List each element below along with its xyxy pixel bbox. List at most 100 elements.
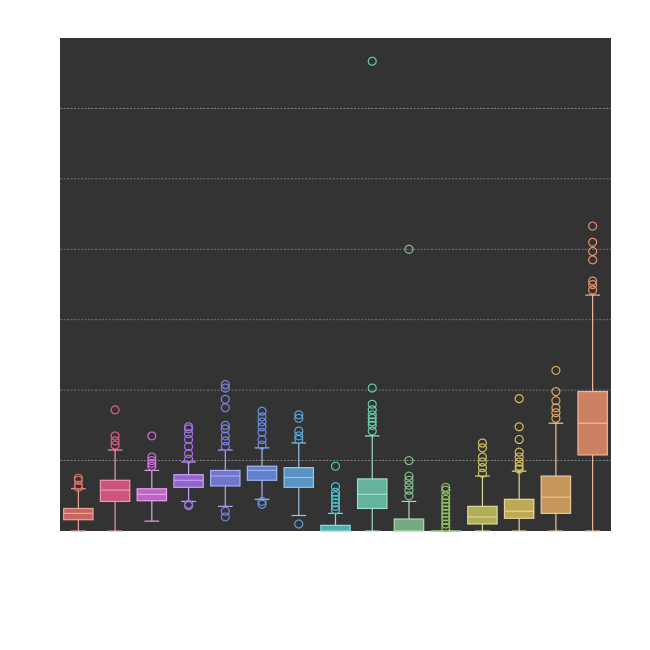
outlier-point xyxy=(441,522,451,533)
box-group xyxy=(577,221,608,532)
outlier-point xyxy=(294,410,304,420)
box-series xyxy=(63,56,608,533)
outlier-point xyxy=(441,512,451,522)
outlier-point xyxy=(514,422,524,432)
box xyxy=(63,507,94,521)
outlier-point xyxy=(257,427,267,437)
outlier-point xyxy=(183,448,194,459)
outlier-point xyxy=(73,480,83,490)
outlier-point xyxy=(147,452,157,462)
box xyxy=(173,474,204,488)
outlier-point xyxy=(220,424,230,434)
outlier-point xyxy=(183,454,194,464)
box xyxy=(356,478,388,510)
box-group xyxy=(320,461,351,532)
outlier-point xyxy=(257,417,267,427)
outlier-point xyxy=(441,494,451,504)
outlier-point xyxy=(220,394,230,404)
outlier-point xyxy=(551,365,561,376)
box-group xyxy=(430,482,461,533)
box-group xyxy=(356,56,388,532)
outlier-point xyxy=(514,452,524,462)
outlier-point xyxy=(514,447,524,457)
outlier-point xyxy=(330,501,341,511)
box xyxy=(246,465,278,481)
outlier-point xyxy=(441,485,451,495)
outlier-point xyxy=(147,431,157,441)
box-group xyxy=(283,410,315,529)
outlier-point xyxy=(367,420,377,430)
outlier-point xyxy=(477,438,488,448)
outlier-point xyxy=(551,396,561,406)
box xyxy=(393,518,425,532)
outlier-point xyxy=(183,499,194,509)
box xyxy=(503,498,535,519)
outlier-point xyxy=(330,482,341,492)
outlier-point xyxy=(404,485,414,495)
outlier-point xyxy=(588,285,598,295)
outlier-point xyxy=(294,431,304,441)
outlier-point xyxy=(294,426,304,436)
outlier-point xyxy=(330,487,341,497)
outlier-point xyxy=(441,519,451,529)
outlier-point xyxy=(73,473,83,483)
outlier-point xyxy=(220,420,230,430)
outlier-point xyxy=(441,515,451,526)
box-group xyxy=(99,405,131,532)
outlier-point xyxy=(551,408,561,418)
outlier-point xyxy=(551,386,561,397)
outlier-point xyxy=(441,505,451,515)
outlier-point xyxy=(367,383,377,393)
outlier-point xyxy=(588,276,598,286)
box xyxy=(210,469,241,487)
outlier-point xyxy=(367,56,377,66)
outlier-point xyxy=(404,244,414,254)
outlier-point xyxy=(330,498,341,508)
outlier-point xyxy=(110,431,120,441)
box xyxy=(467,505,498,525)
outlier-point xyxy=(477,452,488,462)
outlier-point xyxy=(330,461,341,471)
outlier-point xyxy=(257,406,267,416)
box-group xyxy=(503,393,535,532)
box-group xyxy=(136,431,168,522)
outlier-point xyxy=(147,458,157,468)
outlier-point xyxy=(551,403,561,413)
outlier-point xyxy=(220,506,230,516)
outlier-point xyxy=(257,499,267,509)
box-group xyxy=(246,406,278,509)
box xyxy=(99,479,131,503)
outlier-point xyxy=(367,426,377,436)
box xyxy=(320,524,351,532)
outlier-point xyxy=(220,512,230,522)
outlier-point xyxy=(514,464,524,474)
outlier-point xyxy=(257,440,267,450)
outlier-point xyxy=(147,461,157,471)
outlier-point xyxy=(404,475,414,485)
box-group xyxy=(540,365,572,532)
outlier-point xyxy=(477,457,488,467)
outlier-point xyxy=(330,505,341,515)
outlier-point xyxy=(441,498,451,508)
outlier-point xyxy=(257,422,267,432)
box xyxy=(540,475,572,514)
outlier-point xyxy=(588,279,598,290)
outlier-point xyxy=(514,393,524,404)
outlier-point xyxy=(367,405,377,415)
outlier-point xyxy=(404,471,414,481)
outlier-point xyxy=(367,410,377,420)
outlier-point xyxy=(220,436,230,446)
box-group xyxy=(393,244,425,532)
box-group xyxy=(467,438,498,532)
outlier-point xyxy=(404,480,414,490)
outlier-point xyxy=(257,434,267,445)
outlier-point xyxy=(551,413,561,423)
outlier-point xyxy=(294,519,304,529)
outlier-point xyxy=(367,399,377,409)
outlier-point xyxy=(294,413,304,423)
outlier-point xyxy=(367,417,377,427)
outlier-point xyxy=(588,246,598,256)
outlier-point xyxy=(183,434,194,445)
outlier-point xyxy=(220,441,230,452)
outlier-point xyxy=(441,482,451,492)
